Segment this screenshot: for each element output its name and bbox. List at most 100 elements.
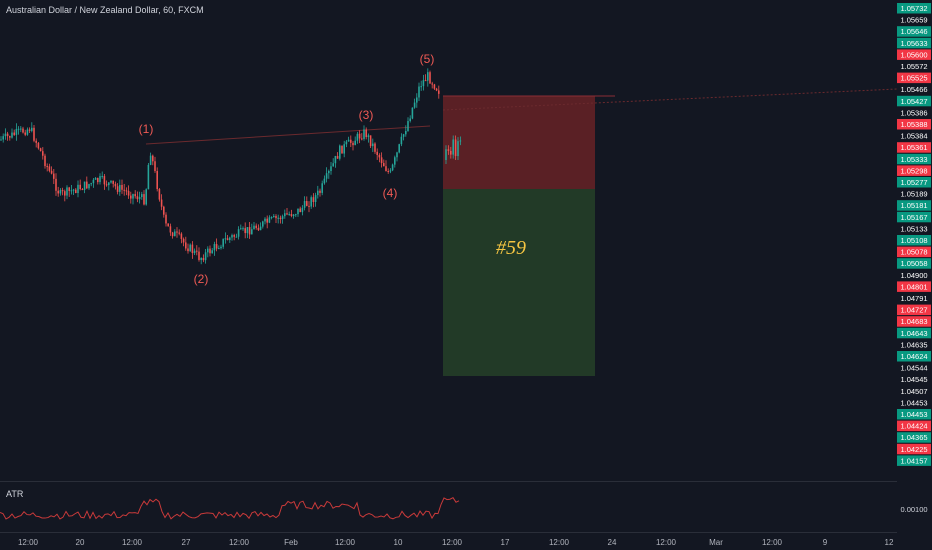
- price-tick: 1.04453: [897, 409, 931, 420]
- candle-body: [240, 228, 242, 230]
- candle-body: [134, 194, 136, 197]
- candle-body: [17, 128, 20, 130]
- candle-body: [411, 107, 414, 119]
- wave-label-1[interactable]: (1): [139, 122, 154, 136]
- price-tick: 1.04727: [897, 304, 931, 316]
- price-tick-label: 1.04507: [900, 387, 927, 396]
- time-tick-label: 27: [182, 538, 191, 547]
- candle-body: [182, 238, 185, 243]
- candle-body: [431, 83, 433, 85]
- candle-body: [53, 173, 55, 179]
- trade-label[interactable]: #59: [496, 237, 526, 259]
- price-axis-labels: 1.05732 1.05659 1.05646 1.05633 1.05600 1.055…: [897, 0, 932, 532]
- candle-body: [233, 235, 235, 237]
- candle-body: [457, 141, 459, 157]
- candle-body: [312, 197, 315, 202]
- price-tick-label: 1.05298: [900, 166, 927, 175]
- price-tick-bg: [897, 177, 931, 188]
- candle-body: [394, 157, 396, 165]
- wave-label-2[interactable]: (2): [194, 272, 209, 286]
- price-tick: 1.04635: [900, 340, 927, 349]
- time-axis[interactable]: 12:00 20 12:00 27 12:00 Feb 12:00 10 12:00 17 12:0…: [0, 532, 897, 550]
- candle-body: [279, 217, 282, 220]
- price-tick-label: 1.05277: [900, 178, 927, 187]
- price-axis[interactable]: 1.05732 1.05659 1.05646 1.05633 1.05600 1.055…: [897, 0, 932, 532]
- price-tick-label: 1.05732: [900, 4, 927, 13]
- price-tick: 1.05646: [897, 26, 931, 37]
- candle-body: [11, 132, 13, 138]
- price-tick-label: 1.05633: [900, 39, 927, 48]
- price-tick: 1.05386: [900, 108, 927, 117]
- price-tick-label: 1.05466: [900, 85, 927, 94]
- price-tick-bg: [897, 304, 931, 316]
- candle-body: [253, 225, 255, 230]
- price-tick: 1.05732: [897, 3, 931, 14]
- time-tick-label: 12:00: [656, 538, 677, 547]
- trend-line[interactable]: [145, 125, 431, 145]
- candle-body: [257, 227, 260, 231]
- candle-body: [319, 190, 321, 193]
- candle-body: [61, 190, 64, 192]
- stop-loss-zone[interactable]: [443, 96, 595, 189]
- chart-pane[interactable]: (1) (2) (3) (4) (5) #59: [0, 0, 897, 480]
- candle-body: [28, 129, 31, 131]
- candle-body: [429, 72, 431, 84]
- time-tick-label: 12: [885, 538, 894, 547]
- price-tick-label: 1.04544: [900, 364, 927, 373]
- price-tick-label: 1.05646: [900, 27, 927, 36]
- candle-body: [361, 138, 363, 140]
- candle-body: [281, 216, 284, 220]
- price-tick-label: 1.04453: [900, 410, 927, 419]
- candle-body: [277, 217, 279, 219]
- candle-body: [191, 244, 194, 254]
- candle-body: [64, 191, 66, 196]
- price-tick: 1.04545: [900, 375, 927, 384]
- candle-body: [270, 217, 273, 219]
- price-tick: 1.05189: [900, 190, 927, 199]
- wave-label-5[interactable]: (5): [420, 52, 435, 66]
- price-tick-bg: [897, 95, 931, 107]
- take-profit-zone[interactable]: [443, 189, 595, 376]
- candle-body: [167, 223, 169, 227]
- time-tick-label: 20: [76, 538, 85, 547]
- price-tick-label: 1.04424: [900, 422, 927, 431]
- candle-body: [83, 181, 86, 190]
- candle-body: [321, 183, 323, 193]
- candle-body: [86, 181, 88, 189]
- candle-body: [35, 140, 37, 143]
- price-tick: 1.05167: [897, 211, 931, 223]
- candle-body: [22, 128, 24, 133]
- atr-pane[interactable]: [0, 481, 897, 532]
- candle-body: [343, 144, 345, 154]
- time-tick-label: Mar: [709, 538, 723, 547]
- candle-body: [418, 86, 420, 98]
- price-tick: 1.04225: [897, 443, 931, 455]
- price-tick-bg: [897, 443, 931, 455]
- time-tick-label: 12:00: [549, 538, 570, 547]
- price-tick-bg: [897, 235, 931, 246]
- candle-body: [400, 136, 403, 145]
- price-tick-bg: [897, 72, 931, 84]
- price-tick-label: 1.05659: [900, 16, 927, 25]
- candle-body: [187, 248, 189, 252]
- price-tick-label: 1.05058: [900, 259, 927, 268]
- price-chart[interactable]: (1) (2) (3) (4) (5) #59: [0, 0, 897, 480]
- candle-body: [235, 236, 238, 238]
- candle-body: [303, 201, 306, 208]
- candle-body: [4, 133, 7, 137]
- atr-chart[interactable]: [0, 481, 897, 532]
- wave-label-3[interactable]: (3): [359, 108, 374, 122]
- candle-body: [97, 178, 99, 183]
- price-tick-bg: [897, 37, 931, 49]
- price-tick-bg: [897, 281, 931, 292]
- candle-body: [127, 190, 130, 196]
- price-tick: 1.05078: [897, 246, 931, 258]
- price-tick: 1.05333: [897, 153, 931, 165]
- candle-body: [405, 131, 407, 135]
- wave-label-4[interactable]: (4): [383, 186, 398, 200]
- candle-body: [20, 128, 22, 130]
- candle-body: [55, 178, 57, 191]
- price-tick-label: 1.05572: [900, 62, 927, 71]
- price-tick-bg: [897, 3, 931, 14]
- price-tick-bg: [897, 409, 931, 420]
